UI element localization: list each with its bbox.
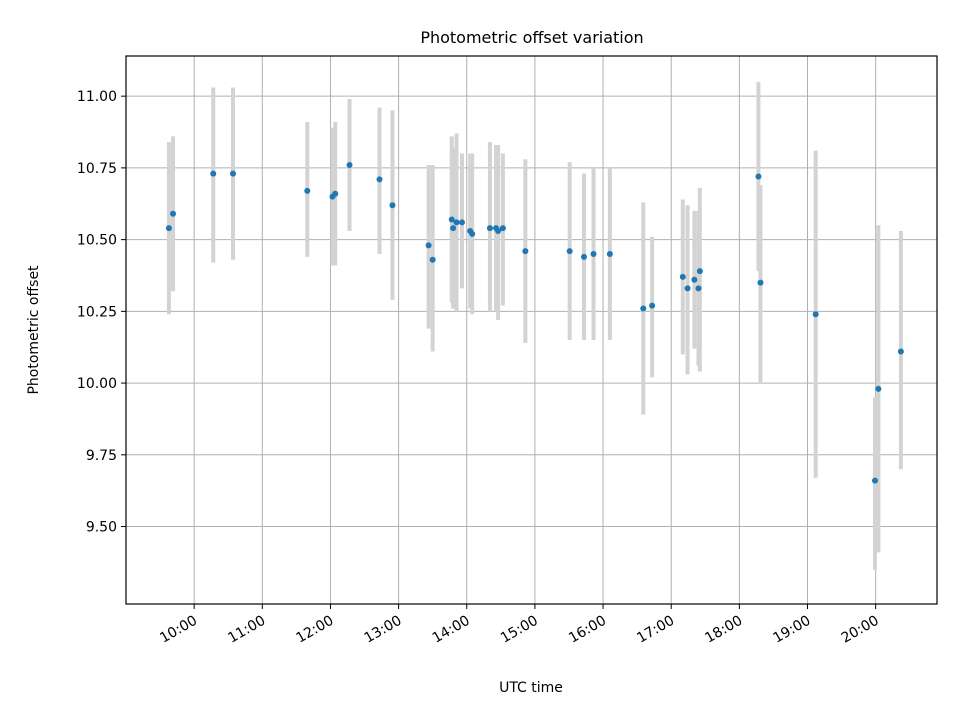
- data-point: [210, 170, 217, 177]
- data-point: [897, 348, 904, 355]
- data-point: [170, 210, 177, 217]
- data-points: [165, 162, 904, 484]
- x-tick-label: 19:00: [771, 613, 814, 647]
- data-point: [755, 173, 762, 180]
- data-point: [566, 248, 573, 255]
- data-point: [376, 176, 383, 183]
- data-point: [871, 477, 878, 484]
- data-point: [450, 225, 457, 232]
- x-tick-label: 15:00: [498, 613, 541, 647]
- data-point: [448, 216, 455, 223]
- y-tick-label: 9.50: [86, 520, 117, 536]
- data-point: [346, 162, 353, 169]
- data-point: [458, 219, 465, 226]
- y-tick-label: 9.75: [86, 448, 117, 464]
- data-point: [453, 219, 460, 226]
- data-point: [499, 225, 506, 232]
- data-point: [757, 279, 764, 286]
- data-point: [486, 225, 493, 232]
- x-tick-label: 10:00: [157, 613, 200, 647]
- data-point: [429, 256, 436, 263]
- x-tick-label: 17:00: [634, 613, 677, 647]
- y-axis-label: Photometric offset: [26, 265, 42, 395]
- data-point: [695, 285, 702, 292]
- x-tick-label: 16:00: [566, 613, 609, 647]
- x-tick-label: 14:00: [430, 613, 473, 647]
- x-tick-label: 20:00: [839, 613, 882, 647]
- x-tick-label: 18:00: [702, 613, 745, 647]
- y-tick-label: 10.00: [77, 376, 117, 392]
- x-tick-label: 13:00: [362, 613, 405, 647]
- x-axis-ticks: 10:00 11:00 12:00 13:00 14:00 15:00 16:00 17:00…: [157, 604, 882, 647]
- data-point: [640, 305, 647, 312]
- x-tick-label: 12:00: [294, 613, 337, 647]
- data-point: [606, 250, 613, 257]
- data-point: [696, 268, 703, 275]
- data-point: [165, 225, 172, 232]
- data-point: [580, 253, 587, 260]
- y-axis-ticks: 9.50 9.75 10.00 10.25 10.50 10.75 11.00: [77, 89, 126, 536]
- plot-area-frame: [125, 55, 938, 605]
- data-point: [812, 311, 819, 318]
- data-point: [590, 250, 597, 257]
- data-point: [875, 385, 882, 392]
- y-tick-label: 11.00: [77, 89, 117, 105]
- data-point: [425, 242, 432, 249]
- y-tick-label: 10.25: [77, 304, 117, 320]
- data-point: [332, 190, 339, 197]
- data-point: [649, 302, 656, 309]
- data-point: [469, 230, 476, 237]
- x-axis-label: UTC time: [499, 680, 563, 696]
- y-tick-label: 10.50: [77, 233, 117, 249]
- chart-title: Photometric offset variation: [420, 28, 643, 47]
- y-tick-label: 10.75: [77, 161, 117, 177]
- data-point: [522, 248, 529, 255]
- x-tick-label: 11:00: [225, 613, 268, 647]
- data-point: [389, 202, 396, 209]
- data-point: [304, 187, 311, 194]
- data-point: [679, 273, 686, 280]
- data-point: [691, 276, 698, 283]
- data-point: [684, 285, 691, 292]
- grid: [126, 56, 937, 604]
- data-point: [229, 170, 236, 177]
- data-point: [495, 228, 502, 235]
